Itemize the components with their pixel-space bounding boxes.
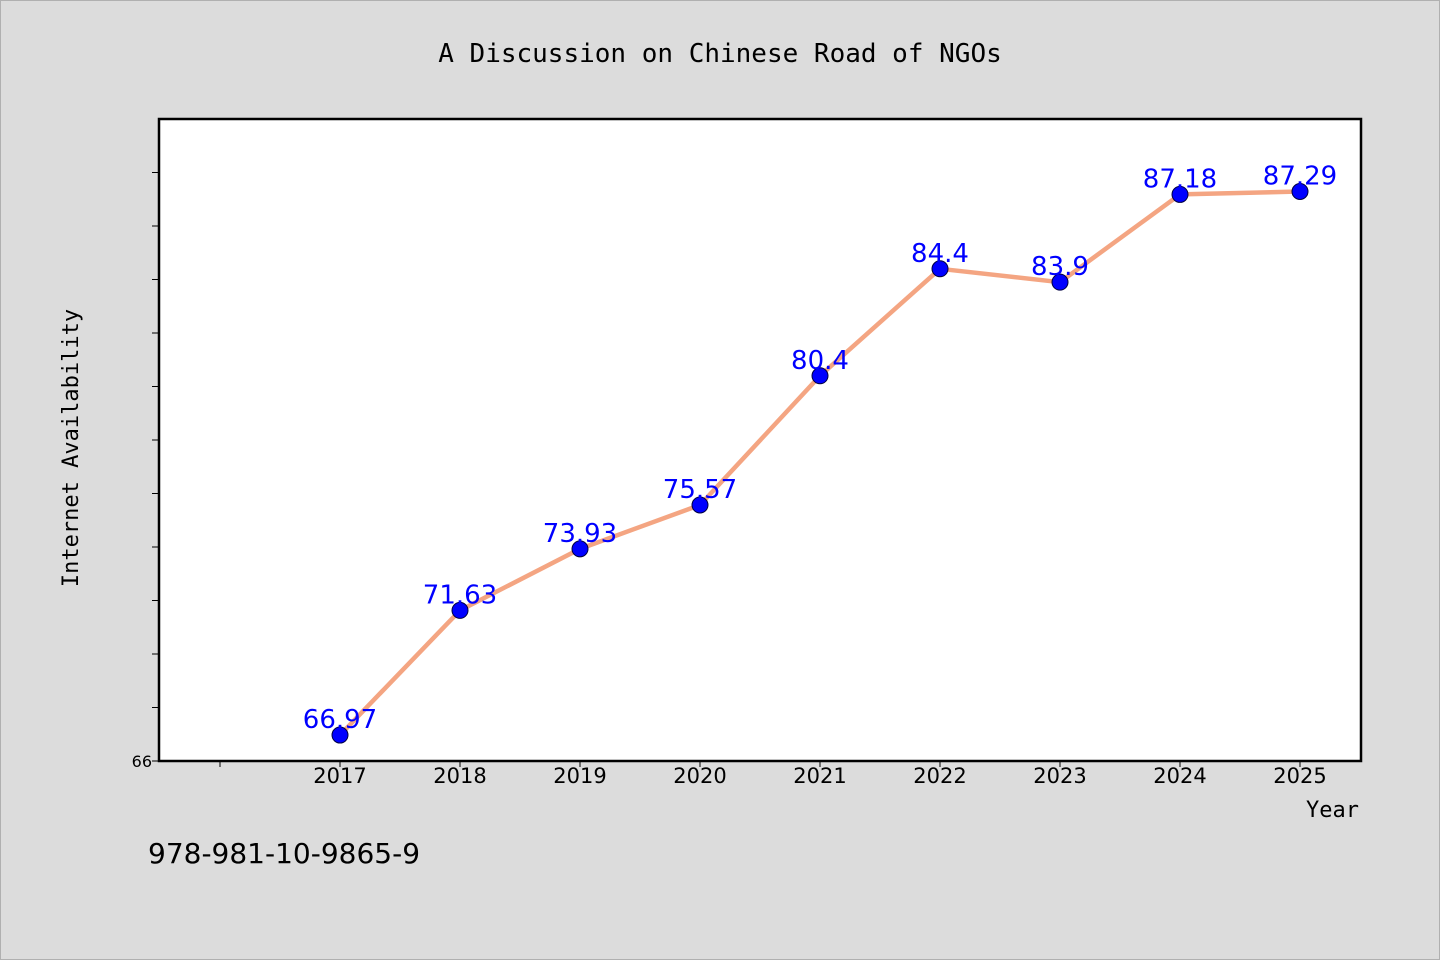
x-tick-label: 2025 (1273, 764, 1326, 788)
y-axis-ticks: 66 (132, 172, 159, 771)
x-tick-label: 2018 (433, 764, 486, 788)
x-tick-label: 2017 (313, 764, 366, 788)
data-markers (331, 182, 1309, 744)
data-label: 87.18 (1143, 164, 1217, 194)
isbn-footer: 978-981-10-9865-9 (148, 837, 420, 870)
data-label: 73.93 (543, 519, 617, 549)
data-point (1051, 273, 1069, 291)
x-tick-label: 2023 (1033, 764, 1086, 788)
data-label: 84.4 (911, 239, 969, 269)
data-label: 71.63 (423, 580, 497, 610)
x-axis-ticks: 2017 2018 2019 2020 2021 2022 2023 2024 2025 (219, 761, 1327, 788)
data-label: 83.9 (1031, 252, 1089, 282)
data-point (451, 601, 469, 619)
y-axis-title: Internet Availability (59, 309, 84, 587)
data-label: 75.57 (663, 475, 737, 505)
data-point (1291, 182, 1309, 200)
data-label: 80.4 (791, 346, 849, 376)
chart-title: A Discussion on Chinese Road of NGOs (438, 39, 1002, 69)
x-tick-label: 2024 (1153, 764, 1206, 788)
data-point (811, 367, 829, 385)
data-point (691, 496, 709, 514)
x-tick-label: 2021 (793, 764, 846, 788)
x-tick-label: 2022 (913, 764, 966, 788)
data-point (1171, 185, 1189, 203)
x-axis-title: Year (1306, 798, 1359, 823)
data-point (331, 726, 349, 744)
data-label: 66.97 (303, 705, 377, 735)
data-labels: 66.97 71.63 73.93 75.57 80.4 84.4 83.9 87.18 87.… (303, 161, 1337, 735)
data-label: 87.29 (1263, 161, 1337, 191)
x-tick-label: 2019 (553, 764, 606, 788)
x-tick-label: 2020 (673, 764, 726, 788)
data-point (931, 260, 949, 278)
data-point (571, 540, 589, 558)
y-tick-label: 66 (132, 752, 152, 771)
